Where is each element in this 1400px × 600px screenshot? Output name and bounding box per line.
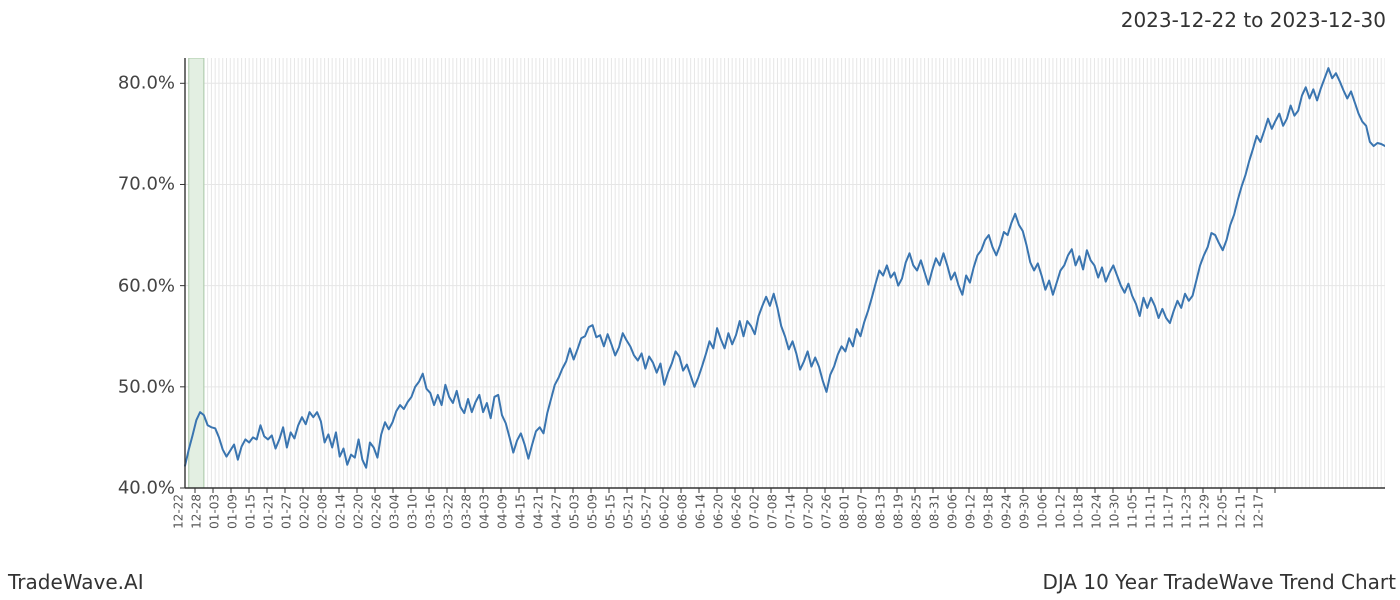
x-tick-label: 01-15 — [244, 494, 258, 529]
x-tick-label: 09-06 — [946, 494, 960, 529]
x-tick-label: 05-21 — [622, 494, 636, 529]
x-tick-label: 08-31 — [928, 494, 942, 529]
x-tick-label: 11-05 — [1126, 494, 1140, 529]
x-tick-label: 02-08 — [316, 494, 330, 529]
x-tick-label: 10-12 — [1054, 494, 1068, 529]
x-tick-label: 06-20 — [712, 494, 726, 529]
x-tick-label: 02-02 — [298, 494, 312, 529]
x-tick-label: 07-26 — [820, 494, 834, 529]
x-tick-label: 06-08 — [676, 494, 690, 529]
x-tick-label: 08-19 — [892, 494, 906, 529]
y-tick-label: 50.0% — [118, 376, 175, 397]
x-tick-label: 05-09 — [586, 494, 600, 529]
x-tick-label: 12-17 — [1252, 494, 1266, 529]
x-tick-label: 04-21 — [532, 494, 546, 529]
x-tick-label: 12-22 — [172, 494, 186, 529]
x-tick-label: 07-20 — [802, 494, 816, 529]
x-tick-label: 09-30 — [1018, 494, 1032, 529]
y-tick-label: 80.0% — [118, 73, 175, 94]
x-tick-label: 04-15 — [514, 494, 528, 529]
x-tick-label: 08-25 — [910, 494, 924, 529]
x-tick-label: 11-29 — [1198, 494, 1212, 529]
y-tick-label: 60.0% — [118, 275, 175, 296]
x-tick-label: 05-27 — [640, 494, 654, 529]
x-tick-label: 09-18 — [982, 494, 996, 529]
x-tick-label: 12-28 — [190, 494, 204, 529]
x-tick-label: 07-08 — [766, 494, 780, 529]
x-tick-label: 02-26 — [370, 494, 384, 529]
x-tick-label: 04-03 — [478, 494, 492, 529]
x-tick-label: 06-26 — [730, 494, 744, 529]
x-tick-label: 03-16 — [424, 494, 438, 529]
x-tick-label: 02-20 — [352, 494, 366, 529]
x-tick-label: 10-30 — [1108, 494, 1122, 529]
x-tick-label: 08-13 — [874, 494, 888, 529]
x-tick-label: 08-07 — [856, 494, 870, 529]
x-tick-label: 09-24 — [1000, 494, 1014, 529]
x-tick-label: 12-05 — [1216, 494, 1230, 529]
x-tick-label: 08-01 — [838, 494, 852, 529]
x-tick-label: 01-27 — [280, 494, 294, 529]
chart-container: 2023-12-22 to 2023-12-30 12-2212-2801-03… — [0, 0, 1400, 600]
x-tick-label: 03-22 — [442, 494, 456, 529]
x-tick-label: 07-14 — [784, 494, 798, 529]
plot-area: 12-2212-2801-0301-0901-1501-2101-2702-02… — [185, 58, 1385, 488]
x-tick-label: 04-09 — [496, 494, 510, 529]
grid — [185, 58, 1385, 488]
x-tick-label: 05-03 — [568, 494, 582, 529]
date-range-label: 2023-12-22 to 2023-12-30 — [1121, 8, 1386, 32]
x-tick-label: 11-11 — [1144, 494, 1158, 529]
x-tick-label: 05-15 — [604, 494, 618, 529]
chart-svg — [179, 58, 1385, 494]
x-tick-label: 03-28 — [460, 494, 474, 529]
x-tick-label: 12-11 — [1234, 494, 1248, 529]
x-tick-label: 01-03 — [208, 494, 222, 529]
x-tick-label: 07-02 — [748, 494, 762, 529]
x-tick-label: 11-17 — [1162, 494, 1176, 529]
y-tick-label: 40.0% — [118, 478, 175, 499]
x-tick-label: 11-23 — [1180, 494, 1194, 529]
x-tick-label: 10-18 — [1072, 494, 1086, 529]
x-tick-label: 04-27 — [550, 494, 564, 529]
x-tick-label: 06-02 — [658, 494, 672, 529]
x-tick-label: 02-14 — [334, 494, 348, 529]
x-tick-label: 01-21 — [262, 494, 276, 529]
x-tick-label: 06-14 — [694, 494, 708, 529]
x-tick-label: 10-06 — [1036, 494, 1050, 529]
x-tick-label: 09-12 — [964, 494, 978, 529]
footer-chart-title: DJA 10 Year TradeWave Trend Chart — [1042, 570, 1396, 594]
x-tick-label: 10-24 — [1090, 494, 1104, 529]
footer-brand: TradeWave.AI — [8, 570, 144, 594]
x-tick-label: 01-09 — [226, 494, 240, 529]
x-tick-label: 03-04 — [388, 494, 402, 529]
x-tick-label: 03-10 — [406, 494, 420, 529]
y-tick-label: 70.0% — [118, 174, 175, 195]
